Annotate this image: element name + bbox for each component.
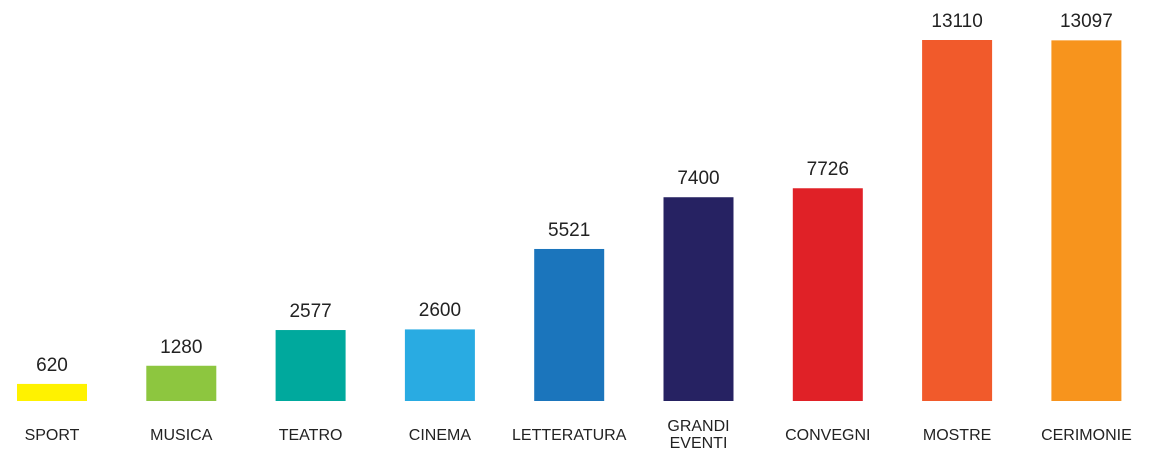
value-label: 7726 bbox=[806, 159, 849, 181]
x-tick-label: MOSTRE bbox=[922, 426, 992, 444]
x-tick-label: CONVEGNI bbox=[785, 426, 871, 444]
x-tick-label: SPORT bbox=[24, 426, 80, 444]
bar bbox=[146, 365, 217, 401]
bar bbox=[17, 383, 87, 401]
value-label: 5521 bbox=[548, 219, 591, 241]
value-label: 620 bbox=[36, 354, 68, 376]
value-label: 2600 bbox=[418, 300, 462, 322]
x-tick-label: CERIMONIE bbox=[1041, 426, 1132, 444]
bar bbox=[663, 197, 734, 401]
bar bbox=[275, 330, 346, 401]
bar bbox=[404, 329, 475, 401]
x-tick-label: MUSICA bbox=[150, 426, 213, 444]
bar bbox=[792, 188, 863, 401]
value-label: 7400 bbox=[677, 168, 720, 190]
x-tick-label: TEATRO bbox=[278, 426, 343, 444]
x-tick-label: LETTERATURA bbox=[512, 426, 627, 444]
x-tick-label: CINEMA bbox=[408, 426, 471, 444]
value-label: 2577 bbox=[289, 301, 332, 323]
bar bbox=[534, 248, 605, 401]
x-tick-label: GRANDI EVENTI bbox=[667, 418, 730, 452]
value-label: 13110 bbox=[931, 11, 983, 32]
bar bbox=[922, 40, 993, 401]
value-label: 1280 bbox=[160, 336, 203, 358]
bar bbox=[1051, 40, 1122, 401]
value-label: 13097 bbox=[1059, 11, 1113, 33]
